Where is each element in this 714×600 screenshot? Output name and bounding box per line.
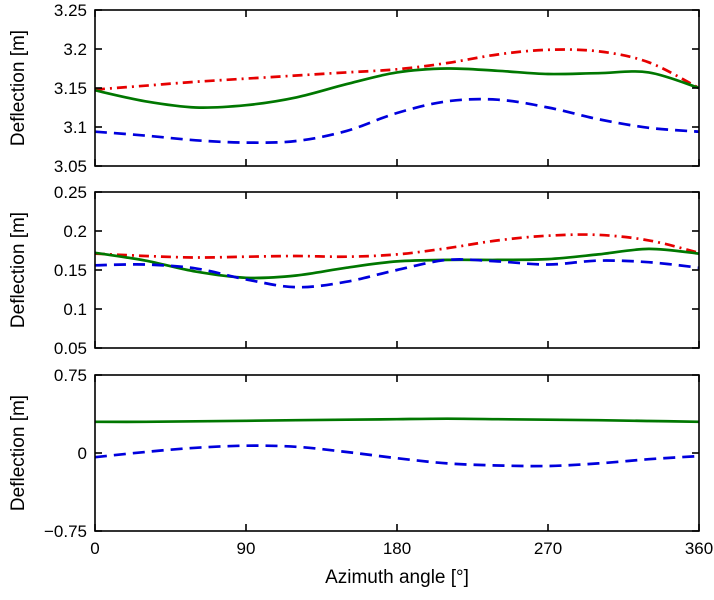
y-axis-label: Deflection [m] [8,212,29,328]
x-tick-label: 0 [90,539,99,558]
series-red-dashdot [95,233,699,259]
series-green-solid [95,67,699,109]
y-tick-label: 0.2 [63,222,87,241]
y-axis-label: Deflection [m] [8,30,29,146]
y-tick-label: 0.1 [63,300,87,319]
y-tick-label: 0.05 [54,339,87,358]
x-tick-label: 180 [383,539,411,558]
series-blue-dashed [95,444,699,468]
y-tick-label: 3.05 [54,157,87,176]
y-axis-label: Deflection [m] [8,395,29,511]
series-blue-dashed [95,258,699,289]
y-tick-label: 0 [78,444,87,463]
plot-box [94,374,700,532]
y-tick-label: −0.75 [44,522,87,541]
x-tick-label: 360 [685,539,713,558]
y-tick-label: 0.25 [54,183,87,202]
x-tick-label: 90 [237,539,256,558]
y-tick-label: 0.15 [54,261,87,280]
x-axis-label: Azimuth angle [°] [325,567,469,588]
subplot-1: 3.05 3.1 3.15 3.2 3.25 Deflection [m] [8,1,700,176]
y-tick-label: 3.1 [63,118,87,137]
x-tick-label: 270 [534,539,562,558]
series-red-dashdot [95,48,699,91]
series-green-solid [95,247,699,280]
series-green-solid [95,417,699,424]
series-blue-dashed [95,97,699,145]
y-tick-label: 3.2 [63,40,87,59]
plot-box [94,9,700,167]
y-tick-label: 0.75 [54,366,87,385]
y-tick-label: 3.15 [54,79,87,98]
subplot-2: 0.05 0.1 0.15 0.2 0.25 Deflection [m] [8,183,700,358]
subplot-3: −0.75 0 0.75 Deflection [m] [8,366,700,541]
y-tick-label: 3.25 [54,1,87,20]
x-axis: 0 90 180 270 360 Azimuth angle [°] [90,539,713,588]
